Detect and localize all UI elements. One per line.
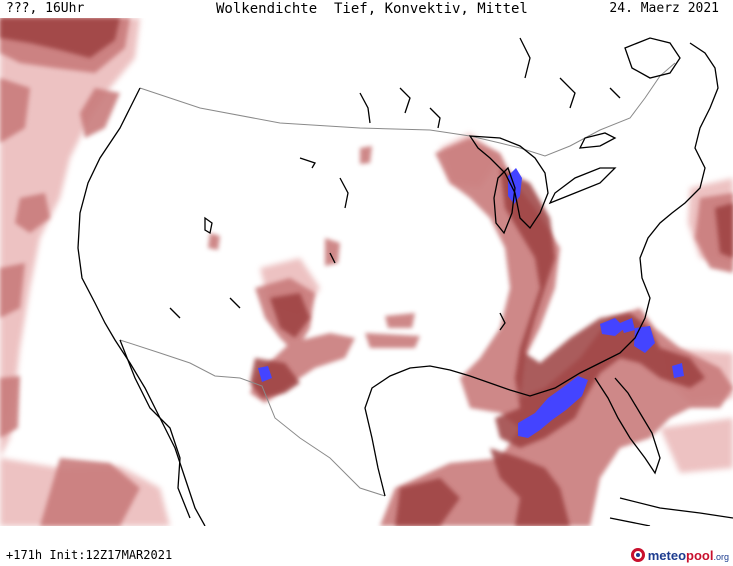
valid-time-label: ???, 16Uhr: [6, 1, 85, 16]
cloud-layer-max: [258, 168, 684, 438]
logo-tld: .org: [713, 551, 729, 562]
date-label: 24. Maerz 2021: [609, 1, 719, 16]
chart-title: Wolkendichte Tief, Konvektiv, Mittel: [216, 1, 528, 17]
logo-icon: [630, 548, 645, 562]
cloud-layer-dense: [0, 18, 733, 526]
cloud-layer-mid: [0, 18, 733, 526]
model-run-info: +171h Init:12Z17MAR2021: [6, 548, 173, 562]
logo-text: meteopool.org: [648, 548, 729, 563]
country-borders: [119, 62, 676, 497]
weather-map: [0, 18, 733, 526]
coastlines: [77, 37, 733, 526]
footer-bar: +171h Init:12Z17MAR2021 meteopool.org: [0, 540, 733, 566]
logo-part1: meteo: [647, 547, 687, 563]
meteopool-logo[interactable]: meteopool.org: [630, 544, 729, 566]
header-bar: ???, 16Uhr Wolkendichte Tief, Konvektiv,…: [0, 0, 733, 18]
logo-part2: pool: [686, 547, 714, 563]
